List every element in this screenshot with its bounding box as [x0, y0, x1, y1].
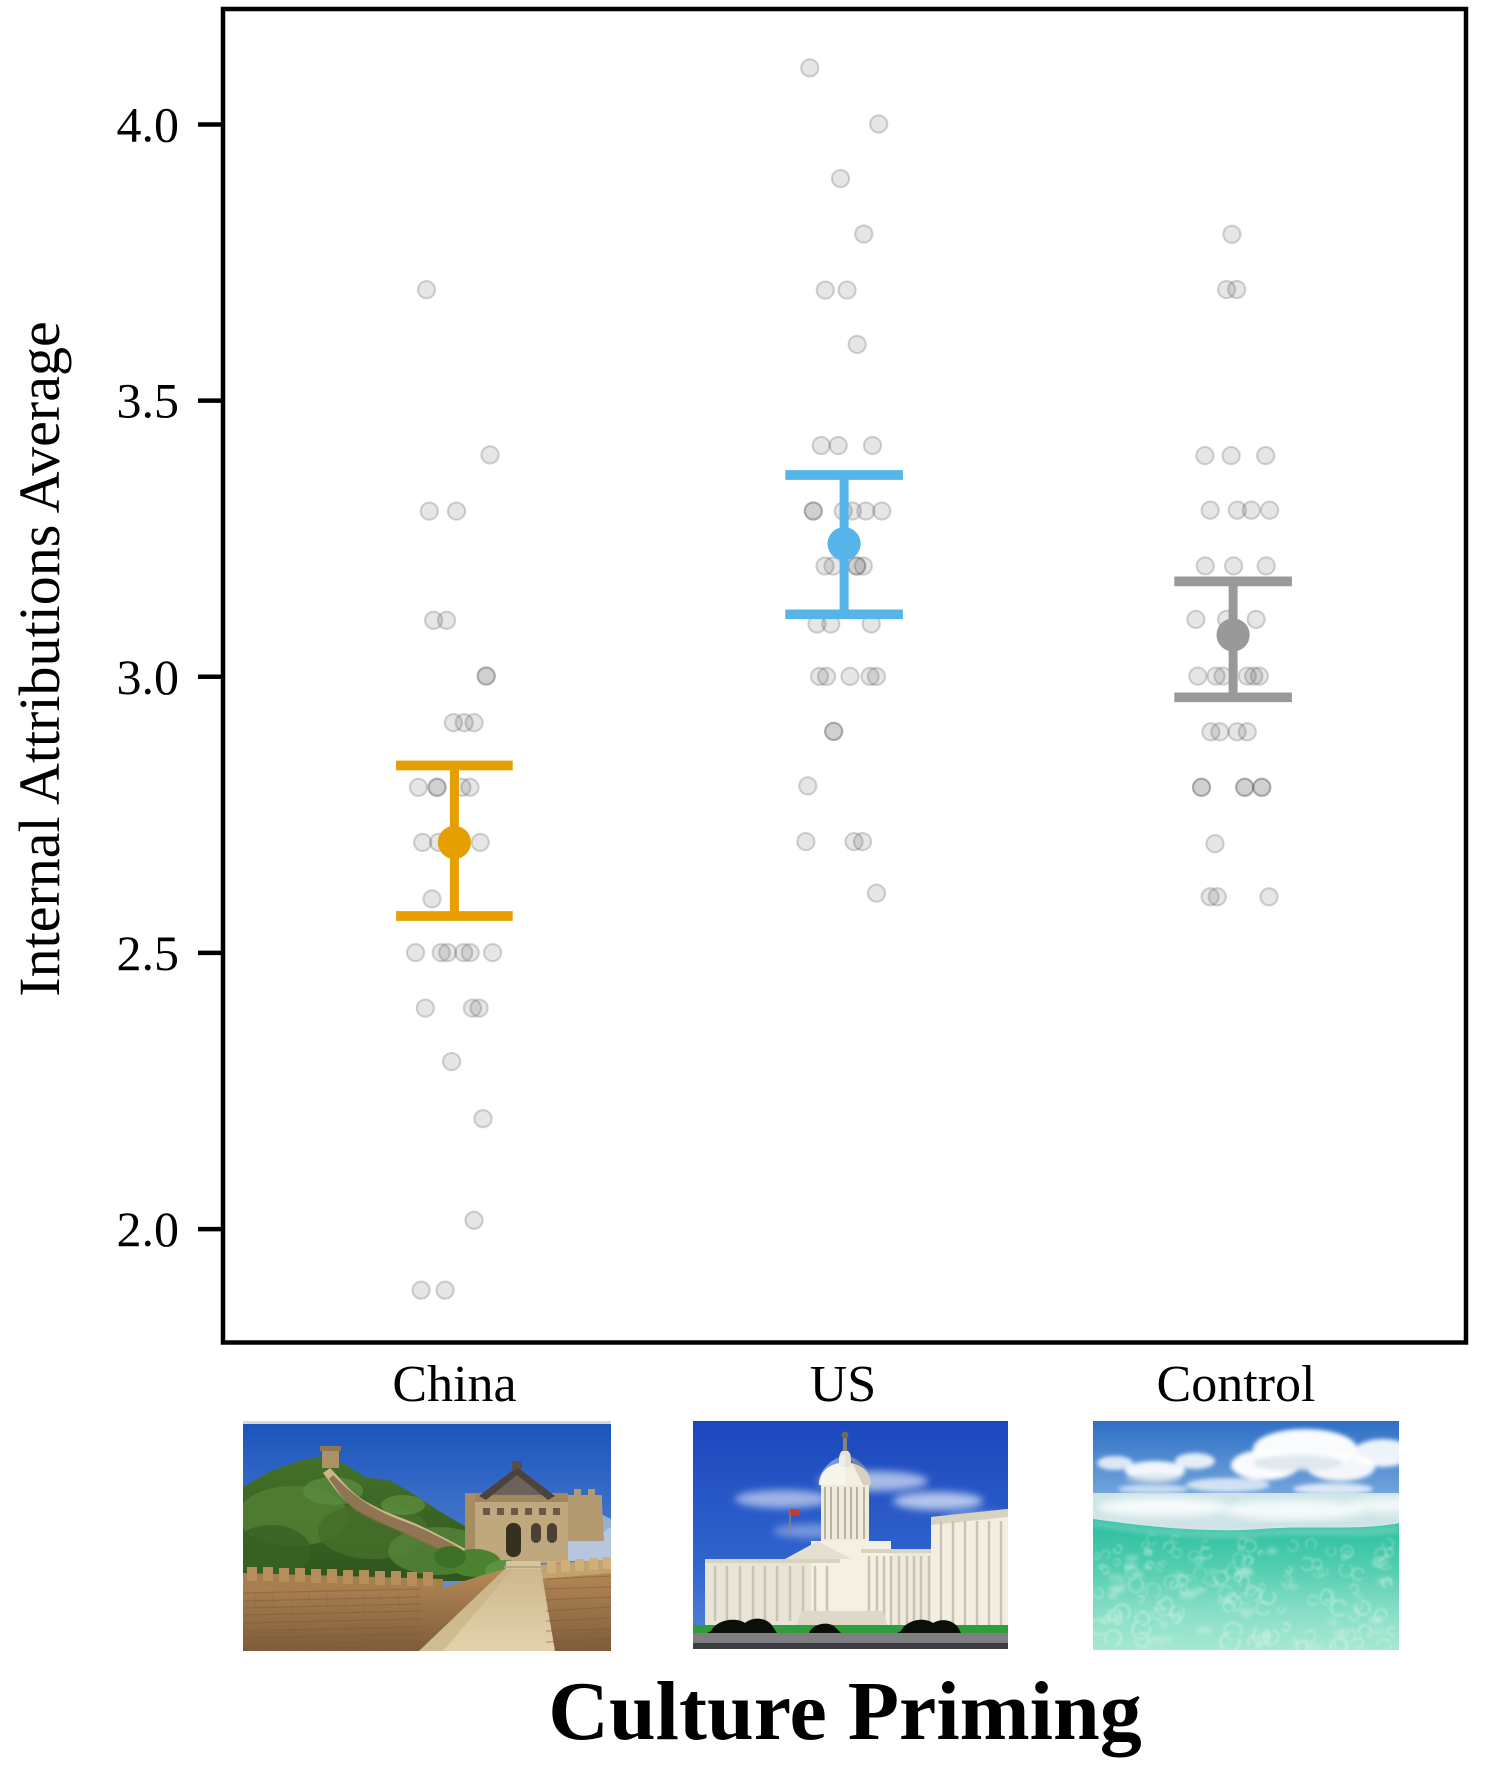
svg-text:2.5: 2.5 — [117, 925, 180, 981]
svg-text:Control: Control — [1157, 1356, 1316, 1413]
svg-text:4.0: 4.0 — [117, 97, 180, 153]
svg-text:China: China — [392, 1356, 516, 1413]
svg-text:Internal Attributions Average: Internal Attributions Average — [7, 321, 72, 996]
svg-text:2.0: 2.0 — [117, 1201, 180, 1257]
svg-text:3.0: 3.0 — [117, 649, 180, 705]
svg-text:3.5: 3.5 — [117, 373, 180, 429]
svg-text:Culture Priming: Culture Priming — [548, 1665, 1141, 1758]
svg-text:US: US — [810, 1356, 876, 1413]
